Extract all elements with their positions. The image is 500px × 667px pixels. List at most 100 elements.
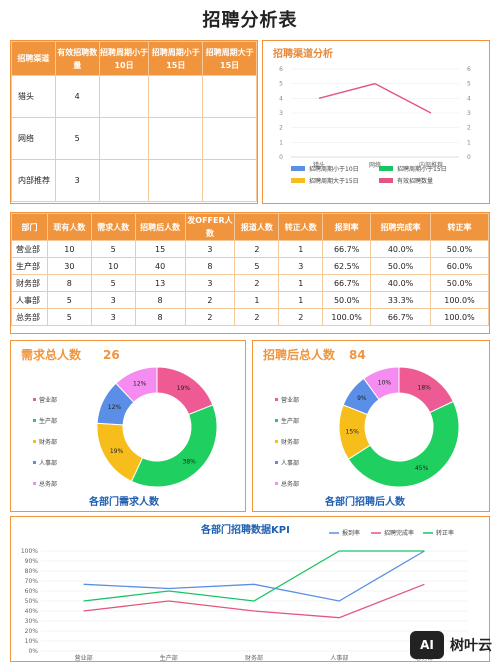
table-row: 人事部 5 3 8 2 1 1 50.0% 33.3% 100.0% [11, 291, 489, 309]
y-tick-label: 1 [279, 139, 283, 146]
table-cell: 3 [184, 274, 236, 292]
col-header: 转正人数 [278, 213, 324, 241]
table-cell: 人事部 [11, 291, 48, 309]
table-cell: 5 [46, 291, 92, 309]
table-cell [148, 159, 204, 202]
table-row: 总务部 5 3 8 2 2 2 100.0% 66.7% 100.0% [11, 308, 489, 326]
table-cell [148, 75, 204, 118]
x-tick-label: 猎头 [313, 161, 325, 169]
page-title: 招聘分析表 [202, 10, 298, 31]
legend-swatch [379, 178, 393, 183]
col-header: 报道人数 [234, 213, 280, 241]
kpi-chart: 各部门招聘数据KPI 0% 10% 20% 30% 40% 50% 60% 70% 80% 90%… [21, 523, 467, 661]
y-tick-label: 50% [25, 598, 39, 605]
table-cell: 60.0% [430, 257, 489, 275]
table-cell: 5 [90, 274, 136, 292]
y-tick-label: 90% [25, 558, 39, 565]
legend-swatch [33, 461, 36, 464]
donut-hired-panel: 招聘后总人数 84 各部门招聘后人数 18% 45% 15% 9% 10% 营业部 生产部财… [252, 340, 490, 512]
col-header: 招聘周期小于10日 [98, 41, 150, 76]
table-cell [202, 117, 257, 160]
y-tick-label: 40% [25, 608, 39, 615]
y-tick-label: 6 [279, 66, 283, 73]
col-header: 有效招聘数量 [54, 41, 100, 76]
kpi-chart-panel: 各部门招聘数据KPI 0% 10% 20% 30% 40% 50% 60% 70% 80% 90%… [10, 516, 490, 662]
brand-logo: AI 树叶云 [410, 631, 492, 659]
table-cell: 2 [184, 308, 236, 326]
donut-hired-subtitle: 各部门招聘后人数 [324, 495, 406, 508]
x-tick-label: 网络 [369, 161, 381, 169]
y-tick-label: 0% [28, 648, 38, 655]
table-cell: 2 [184, 291, 236, 309]
table-cell: 100.0% [430, 308, 489, 326]
dept-table: 部门 现有人数 需求人数 招聘后人数 发OFFER人数 报道人数 转正人数 报到… [11, 213, 489, 326]
y2-tick-label: 5 [467, 81, 471, 88]
logo-mark: AI [410, 631, 444, 659]
col-header: 现有人数 [46, 213, 92, 241]
donut-label: 9% [357, 395, 367, 402]
y-tick-label: 0 [279, 154, 283, 161]
table-cell: 2 [234, 308, 280, 326]
table-cell: 50.0% [322, 291, 372, 309]
table-cell: 2 [234, 240, 280, 258]
donut-label: 15% [346, 428, 360, 435]
y2-tick-label: 3 [467, 110, 471, 117]
x-tick-label: 内部推荐 [419, 161, 443, 169]
kpi-chart-title: 各部门招聘数据KPI [200, 523, 290, 536]
table-row: 财务部 8 5 13 3 2 1 66.7% 40.0% 50.0% [11, 274, 489, 292]
y-tick-label: 80% [25, 568, 39, 575]
table-cell: 66.7% [322, 240, 372, 258]
table-cell: 62.5% [322, 257, 372, 275]
donut-hired-chart: 招聘后总人数 84 各部门招聘后人数 18% 45% 15% 9% 10% 营业部生产部财… [263, 347, 460, 508]
series-line [318, 82, 432, 114]
table-cell [98, 75, 150, 118]
y-tick-label: 20% [25, 628, 39, 635]
table-cell: 1 [278, 291, 324, 309]
donut-slice [130, 404, 218, 488]
donut-demand-panel: 需求总人数 26 各部门需求人数 19% 38% 19% 12% 12% 营业部 生产部 财务… [10, 340, 246, 512]
donut-hired-title: 招聘后总人数 [263, 347, 336, 362]
table-cell [202, 159, 257, 202]
legend-label: 总务部 [281, 480, 299, 488]
legend-label: 报到率 [342, 529, 360, 537]
table-cell: 5 [46, 308, 92, 326]
col-header: 需求人数 [90, 213, 136, 241]
legend-label: 人事部 [281, 459, 299, 467]
legend-label: 总务部 [39, 480, 57, 488]
table-cell: 2 [278, 308, 324, 326]
donut-demand-subtitle: 各部门需求人数 [88, 495, 160, 508]
table-cell: 15 [134, 240, 186, 258]
legend-label: 招聘周期小于10日 [309, 165, 359, 173]
dept-table-panel: 部门 现有人数 需求人数 招聘后人数 发OFFER人数 报道人数 转正人数 报到… [10, 212, 490, 334]
table-cell: 1 [278, 274, 324, 292]
y2-tick-label: 0 [467, 154, 471, 161]
table-row: 网络 5 [11, 117, 257, 160]
table-cell: 8 [134, 308, 186, 326]
table-cell: 3 [278, 257, 324, 275]
y-tick-label: 5 [279, 81, 283, 88]
legend-swatch [33, 419, 36, 422]
donut-hired-total: 84 [349, 348, 366, 362]
table-cell: 100.0% [430, 291, 489, 309]
col-header: 报到率 [322, 213, 372, 241]
legend-swatch [275, 440, 278, 443]
y-tick-label: 60% [25, 588, 39, 595]
donut-label: 18% [418, 384, 432, 391]
table-cell: 33.3% [370, 291, 431, 309]
legend-label: 招聘完成率 [384, 529, 414, 537]
table-cell [148, 117, 204, 160]
legend-swatch [275, 482, 278, 485]
table-cell: 营业部 [11, 240, 48, 258]
series-line [83, 583, 425, 619]
table-cell: 5 [90, 240, 136, 258]
table-cell: 40.0% [370, 240, 431, 258]
table-cell: 2 [234, 274, 280, 292]
table-cell: 40 [134, 257, 186, 275]
table-cell: 总务部 [11, 308, 48, 326]
table-cell [98, 117, 150, 160]
donut-label: 19% [110, 448, 124, 455]
channel-table: 招聘渠道 有效招聘数量 招聘周期小于10日 招聘周期小于15日 招聘周期大于15… [11, 41, 257, 202]
legend-swatch [33, 398, 36, 401]
donut-label: 10% [378, 379, 392, 386]
